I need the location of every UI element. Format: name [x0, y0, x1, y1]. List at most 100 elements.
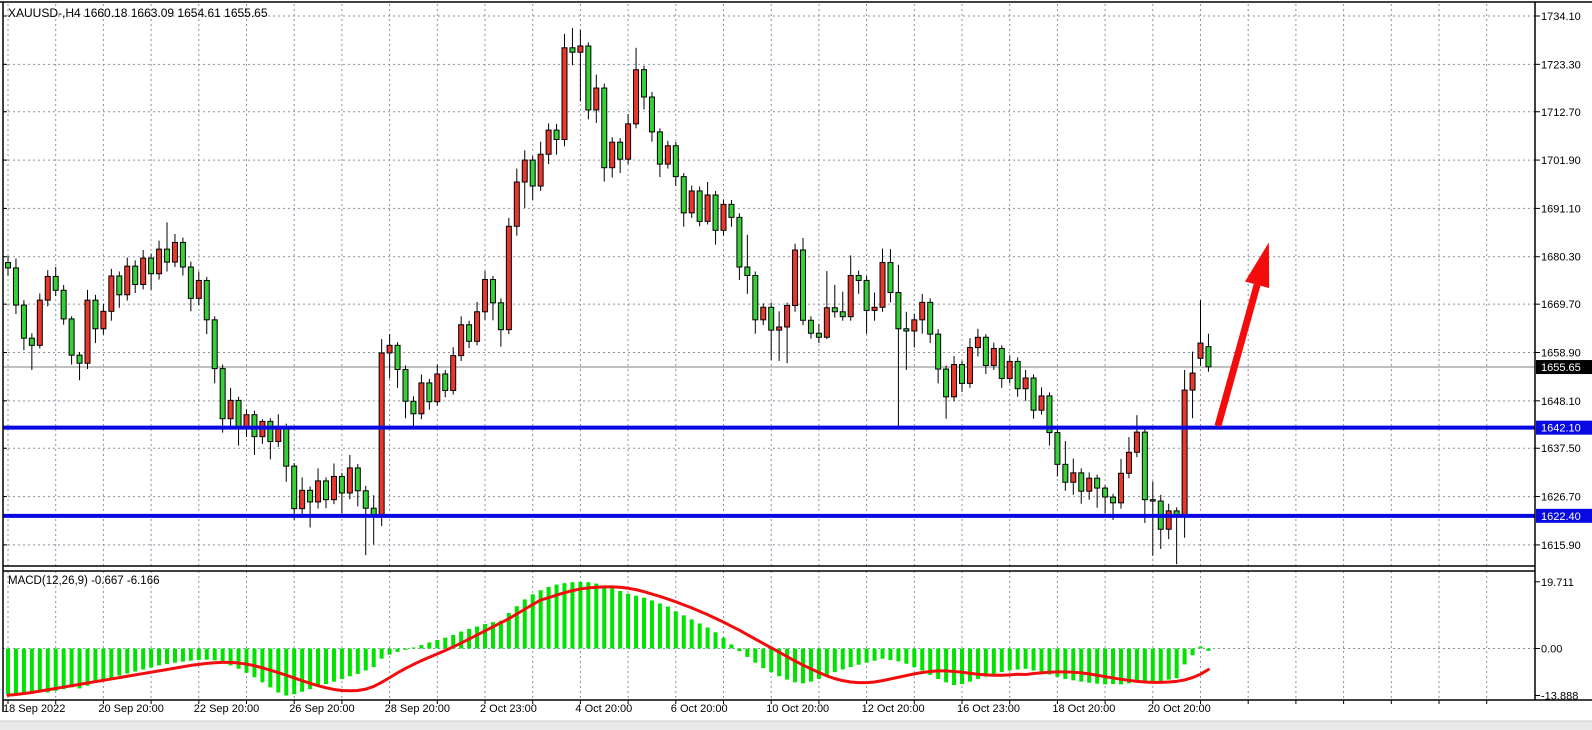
time-axis-label: 12 Oct 20:00 — [862, 703, 925, 715]
macd-histogram-bar — [665, 606, 670, 649]
macd-histogram-bar — [578, 581, 583, 649]
candle-body — [482, 279, 488, 313]
candle-body — [585, 45, 592, 111]
macd-histogram-bar — [673, 611, 678, 649]
candle-body — [839, 311, 846, 318]
macd-histogram-bar — [634, 595, 639, 649]
candle-body — [601, 87, 608, 169]
macd-histogram-bar — [952, 648, 957, 686]
macd-histogram-bar — [848, 648, 853, 668]
candle-body — [227, 399, 234, 420]
price-axis-label: 1712.70 — [1541, 107, 1581, 119]
candle-body — [100, 310, 107, 330]
macd-histogram-bar — [300, 648, 305, 692]
macd-histogram-bar — [618, 590, 623, 649]
trend-arrow-shaft[interactable] — [1214, 283, 1261, 427]
macd-histogram-bar — [157, 648, 162, 666]
macd-histogram-bar — [1015, 648, 1020, 670]
candle-body — [696, 190, 703, 222]
macd-histogram-bar — [1055, 648, 1060, 677]
macd-histogram-bar — [721, 637, 726, 649]
candle-body — [68, 318, 75, 356]
candle-body — [1125, 451, 1132, 474]
current-price-label: 1655.65 — [1541, 362, 1581, 374]
price-axis-label: 1658.90 — [1541, 347, 1581, 359]
macd-histogram-bar — [244, 648, 249, 673]
candle-body — [855, 275, 862, 281]
candle-body — [712, 194, 719, 231]
macd-histogram-bar — [316, 648, 321, 687]
macd-histogram-bar — [594, 583, 599, 649]
candle-body — [1062, 463, 1069, 483]
candle-body — [752, 275, 759, 321]
macd-histogram-bar — [761, 648, 766, 669]
candle-body — [513, 181, 520, 227]
macd-histogram-bar — [363, 648, 368, 671]
macd-histogram-bar — [896, 648, 901, 662]
macd-histogram-bar — [451, 634, 456, 649]
macd-histogram-bar — [308, 648, 313, 690]
price-axis-label: 1669.70 — [1541, 299, 1581, 311]
macd-histogram-bar — [554, 584, 559, 649]
macd-axis-label: 19.711 — [1541, 577, 1574, 589]
macd-histogram-bar — [570, 582, 575, 649]
macd-histogram-bar — [252, 648, 257, 678]
support-price-label-box — [1536, 420, 1592, 435]
candle-body — [911, 319, 918, 332]
candle-body — [156, 248, 163, 275]
macd-histogram-bar — [395, 648, 400, 652]
macd-histogram-bar — [1079, 648, 1084, 682]
candle-body — [458, 324, 465, 357]
macd-histogram-bar — [729, 644, 734, 649]
current-price-label-box — [1536, 360, 1592, 375]
candle-body — [219, 368, 226, 420]
macd-histogram-bar — [912, 648, 917, 668]
candle-body — [1205, 346, 1212, 368]
bottom-strip — [0, 721, 1592, 730]
candle-body — [52, 275, 59, 291]
candle-body — [179, 241, 186, 268]
macd-histogram-bar — [165, 648, 169, 665]
candle-body — [315, 480, 322, 503]
candle-body — [171, 241, 178, 263]
macd-histogram-bar — [6, 648, 10, 695]
macd-histogram-bar — [705, 627, 710, 649]
candle-body — [776, 326, 783, 331]
macd-histogram-bar — [602, 585, 607, 649]
macd-histogram-bar — [475, 626, 480, 649]
macd-histogram-bar — [745, 648, 750, 657]
macd-histogram-bar — [61, 648, 66, 690]
macd-histogram-bar — [284, 648, 289, 696]
macd-histogram-bar — [610, 588, 615, 649]
trend-arrow-head[interactable] — [1245, 242, 1270, 289]
macd-histogram-bar — [37, 648, 42, 692]
candle-body — [1054, 432, 1061, 465]
candle-body — [251, 414, 258, 438]
macd-histogram-bar — [546, 586, 551, 649]
macd-histogram-bar — [85, 648, 90, 686]
candle-body — [450, 355, 457, 392]
macd-histogram-bar — [1111, 648, 1116, 685]
candle-body — [800, 249, 806, 321]
candle-body — [1181, 389, 1188, 518]
candle-body — [410, 400, 417, 415]
candle-body — [76, 354, 83, 364]
candle-body — [935, 333, 942, 370]
candle-body — [442, 373, 449, 392]
candle-body — [974, 336, 981, 349]
candle-body — [1133, 431, 1140, 453]
candle-body — [346, 467, 353, 494]
macd-histogram-bar — [793, 648, 798, 683]
macd-histogram-bar — [379, 648, 384, 659]
time-axis-label: 28 Sep 20:00 — [385, 703, 450, 715]
candle-body — [537, 153, 544, 187]
macd-histogram-bar — [657, 603, 662, 649]
macd-histogram-bar — [562, 583, 567, 649]
candle-body — [291, 465, 298, 510]
macd-histogram-bar — [506, 612, 511, 649]
candle-body — [871, 306, 878, 311]
candle-body — [815, 332, 822, 338]
candle-body — [1141, 431, 1148, 501]
